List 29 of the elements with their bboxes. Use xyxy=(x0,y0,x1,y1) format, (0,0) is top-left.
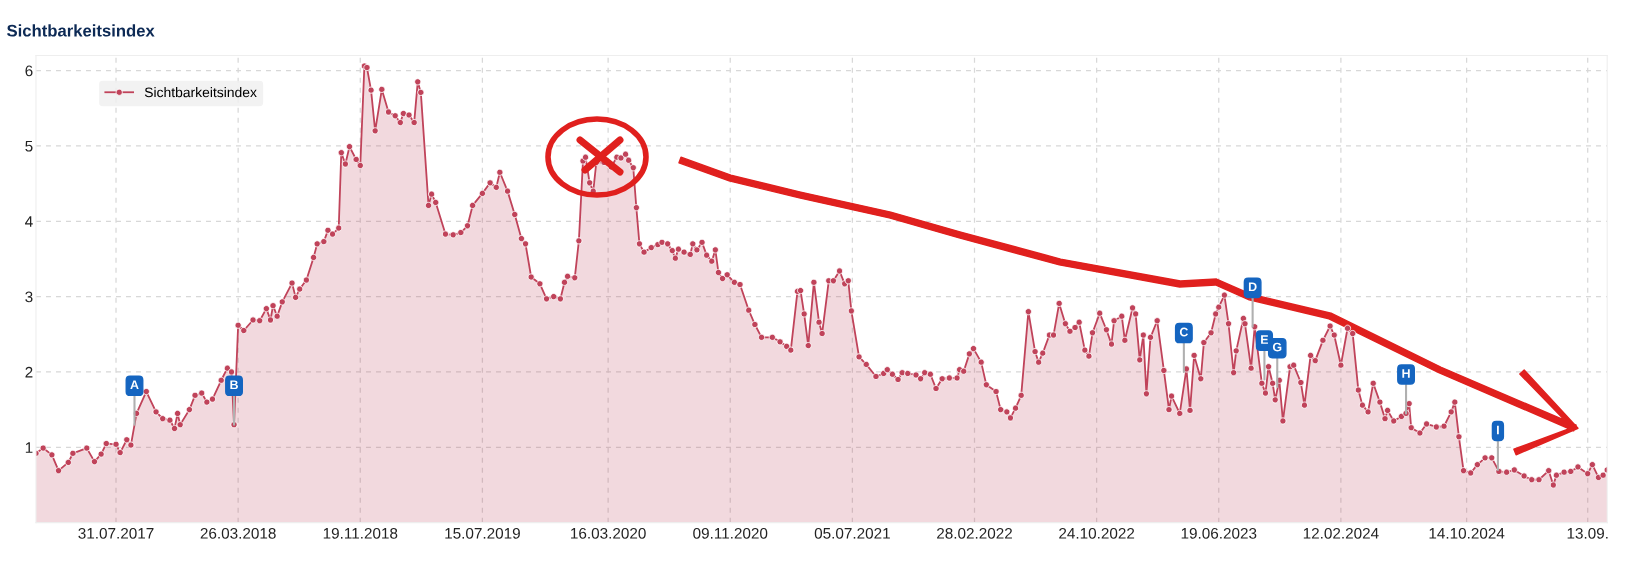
x-tick-label: 09.11.2020 xyxy=(693,527,768,539)
x-tick-label: 14.10.2024 xyxy=(1429,527,1505,539)
chart-title: Sichtbarkeitsindex xyxy=(7,24,155,37)
annotation: B xyxy=(230,380,238,390)
y-tick-label: 3 xyxy=(25,291,33,303)
annotation: E xyxy=(1261,335,1269,344)
annotation: A xyxy=(130,380,139,390)
x-tick-label: 19.11.2018 xyxy=(323,527,398,539)
x-tick-label: 31.07.2017 xyxy=(78,527,154,539)
x-tick-label: 05.07.2021 xyxy=(814,527,890,539)
y-tick-label: 2 xyxy=(25,366,33,378)
x-tick-label: 13.09. xyxy=(1567,527,1608,539)
x-tick-label: 26.03.2018 xyxy=(200,527,276,539)
x-tick-label: 12.02.2024 xyxy=(1303,527,1379,539)
y-tick-label: 6 xyxy=(25,65,33,77)
y-tick-label: 5 xyxy=(25,140,33,152)
y-tick-label: 4 xyxy=(25,216,33,227)
x-tick-label: 28.02.2022 xyxy=(937,527,1012,539)
annotation: H xyxy=(1402,369,1410,378)
x-tick-label: 24.10.2022 xyxy=(1059,527,1135,539)
annotation: G xyxy=(1272,342,1282,352)
y-tick-label: 1 xyxy=(25,442,33,453)
annotation: D xyxy=(1248,282,1257,292)
annotation: I xyxy=(1497,425,1499,435)
annotation: C xyxy=(1179,327,1189,337)
x-tick-label: 15.07.2019 xyxy=(445,527,520,539)
legend-label: Sichtbarkeitsindex xyxy=(144,87,257,98)
x-tick-label: 16.03.2020 xyxy=(571,527,646,539)
x-tick-label: 19.06.2023 xyxy=(1181,527,1257,539)
